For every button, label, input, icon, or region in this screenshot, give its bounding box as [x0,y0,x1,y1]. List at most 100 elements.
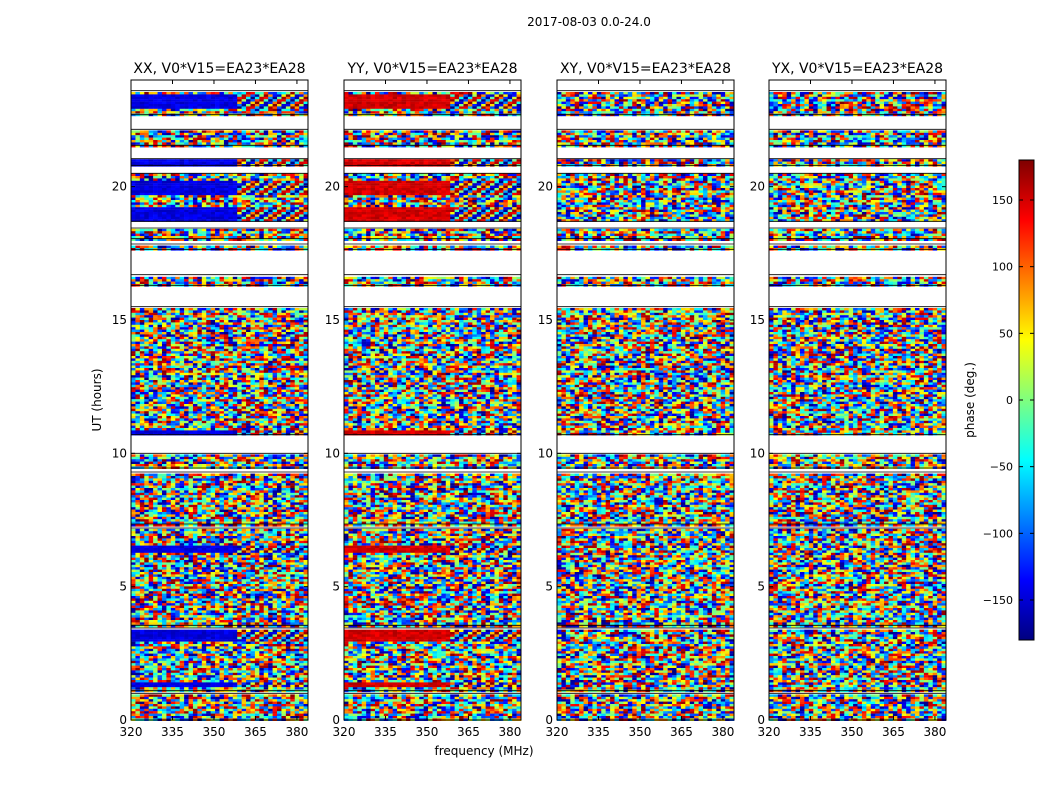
heatmap-cell [299,394,304,397]
heatmap-cell [175,140,180,143]
heatmap-cell [166,330,171,333]
heatmap-cell [153,236,158,239]
heatmap-cell [144,476,149,479]
heatmap-cell [246,133,251,136]
heatmap-cell [242,217,247,220]
heatmap-cell [180,106,185,109]
heatmap-cell [158,193,163,196]
heatmap-cell [259,418,264,421]
heatmap-cell [281,363,286,366]
heatmap-cell [162,94,167,97]
heatmap-cell [144,188,149,191]
heatmap-cell [220,310,225,313]
heatmap-cell [224,399,229,402]
heatmap-cell [135,356,140,359]
heatmap-cell [158,409,163,412]
heatmap-cell [193,308,198,311]
heatmap-cell [286,246,291,249]
heatmap-cell [149,320,154,323]
heatmap-cell [211,279,216,282]
heatmap-cell [202,483,207,486]
heatmap-cell [290,385,295,388]
heatmap-cell [246,356,251,359]
heatmap-cell [162,142,167,145]
heatmap-cell [202,478,207,481]
heatmap-cell [246,176,251,179]
heatmap-cell [140,488,145,491]
heatmap-cell [140,334,145,337]
heatmap-cell [135,414,140,417]
heatmap-cell [149,416,154,419]
heatmap-cell [171,344,176,347]
heatmap-cell [281,210,286,213]
heatmap-cell [131,411,136,414]
heatmap-cell [153,356,158,359]
heatmap-cell [215,111,220,114]
heatmap-cell [197,200,202,203]
heatmap-cell [135,375,140,378]
heatmap-cell [220,313,225,316]
heatmap-cell [193,313,198,316]
heatmap-cell [286,231,291,234]
heatmap-cell [144,277,149,280]
heatmap-cell [233,320,238,323]
heatmap-cell [281,409,286,412]
heatmap-cell [153,349,158,352]
heatmap-cell [202,385,207,388]
heatmap-cell [166,342,171,345]
heatmap-cell [197,332,202,335]
heatmap-cell [250,193,255,196]
heatmap-cell [277,430,282,433]
heatmap-cell [246,320,251,323]
heatmap-cell [153,459,158,462]
heatmap-cell [268,174,273,177]
heatmap-cell [290,399,295,402]
heatmap-cell [166,231,171,234]
heatmap-cell [281,366,286,369]
heatmap-cell [290,418,295,421]
heatmap-cell [202,104,207,107]
heatmap-cell [233,430,238,433]
heatmap-cell [175,368,180,371]
heatmap-cell [193,102,198,105]
heatmap-cell [228,457,233,460]
heatmap-cell [135,210,140,213]
heatmap-cell [131,390,136,393]
heatmap-cell [277,318,282,321]
heatmap-cell [295,162,300,165]
heatmap-cell [162,370,167,373]
heatmap-cell [255,454,260,457]
heatmap-cell [246,478,251,481]
heatmap-cell [215,426,220,429]
heatmap-cell [242,368,247,371]
heatmap-cell [175,315,180,318]
heatmap-cell [144,178,149,181]
heatmap-cell [220,322,225,325]
heatmap-cell [162,500,167,503]
heatmap-cell [135,318,140,321]
heatmap-cell [206,234,211,237]
heatmap-cell [158,130,163,133]
heatmap-cell [268,428,273,431]
heatmap-cell [175,234,180,237]
heatmap-cell [259,210,264,213]
heatmap-cell [273,246,278,249]
heatmap-cell [215,106,220,109]
heatmap-cell [299,325,304,328]
heatmap-cell [228,378,233,381]
heatmap-cell [290,423,295,426]
heatmap-cell [215,346,220,349]
heatmap-cell [158,380,163,383]
heatmap-cell [281,106,286,109]
heatmap-cell [259,370,264,373]
heatmap-cell [180,339,185,342]
heatmap-cell [277,327,282,330]
heatmap-cell [135,462,140,465]
heatmap-cell [171,202,176,205]
heatmap-cell [259,279,264,282]
heatmap-cell [166,483,171,486]
heatmap-cell [206,478,211,481]
heatmap-cell [144,486,149,489]
heatmap-cell [131,464,136,467]
heatmap-cell [290,346,295,349]
